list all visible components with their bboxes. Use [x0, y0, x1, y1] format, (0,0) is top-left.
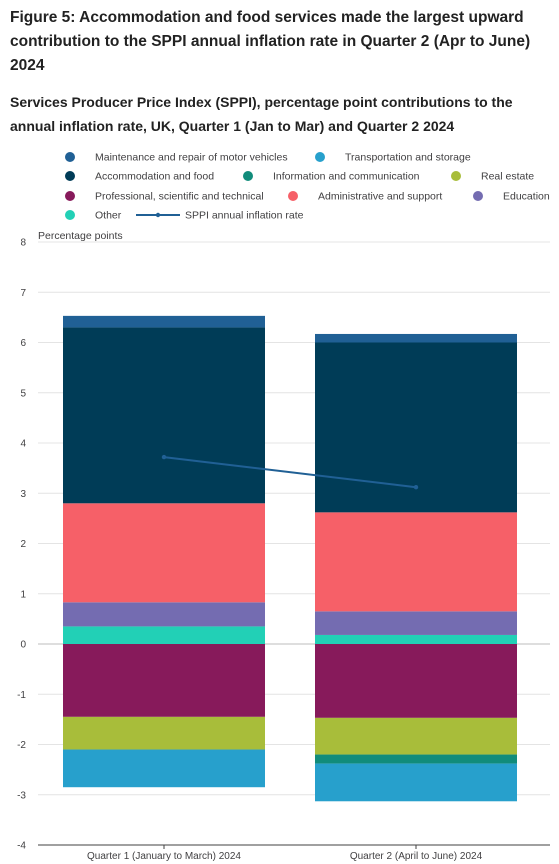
bar-segment-accommodation-and-food [63, 327, 265, 504]
legend-swatch-maintenance-and-repair-of-motor-vehicles [65, 152, 75, 162]
y-tick-label: 4 [20, 439, 26, 450]
bar-segment-administrative-and-support [63, 503, 265, 603]
bar-segment-accommodation-and-food [315, 342, 517, 513]
legend-label-information-and-communication: Information and communication [273, 171, 420, 183]
y-tick-label: 8 [20, 238, 26, 249]
x-tick-label: Quarter 1 (January to March) 2024 [87, 851, 241, 862]
inflation-line-point [161, 454, 167, 460]
y-tick-label: 0 [20, 640, 26, 651]
inflation-line [163, 456, 417, 489]
inflation-line-point [413, 485, 419, 490]
figure-title: Figure 5: Accommodation and food service… [10, 9, 531, 74]
y-tick-label: 1 [20, 589, 26, 600]
y-tick-label: 2 [20, 539, 26, 550]
y-tick-label: 3 [20, 489, 26, 500]
bar-segment-maintenance-and-repair-of-motor-vehicles [315, 333, 517, 343]
inflation-line-layer [161, 454, 419, 490]
figure-subtitle: Services Producer Price Index (SPPI), pe… [10, 94, 513, 134]
legend-label-professional-scientific-and-technical: Professional, scientific and technical [95, 191, 264, 203]
legend-label-maintenance-and-repair-of-motor-vehicles: Maintenance and repair of motor vehicles [95, 152, 288, 164]
bar-segment-education [315, 611, 517, 635]
y-tick-label: 5 [20, 388, 26, 399]
legend-label-transportation-and-storage: Transportation and storage [345, 152, 471, 164]
bar-segment-information-and-communication [315, 754, 517, 764]
legend-label-administrative-and-support: Administrative and support [318, 191, 442, 203]
legend-swatch-other [65, 210, 75, 220]
legend: Maintenance and repair of motor vehicles… [65, 152, 550, 222]
legend-label-real-estate: Real estate [481, 171, 534, 183]
bar-segment-professional-scientific-and-technical [63, 644, 265, 717]
legend-label-other: Other [95, 210, 122, 222]
y-tick-label: -4 [17, 841, 26, 852]
bar-segment-education [63, 602, 265, 627]
legend-label-education: Education [503, 191, 550, 203]
bar-segments [63, 315, 517, 802]
legend-swatch-accommodation-and-food [65, 171, 75, 181]
bar-segment-other [63, 626, 265, 644]
y-tick-label: 7 [20, 288, 26, 299]
bar-segment-other [315, 634, 517, 644]
bar-segment-real-estate [63, 716, 265, 750]
axes: 8 7 6 5 4 3 2 1 0 -1 -2 -3 -4 Percentage points Quarte… [17, 230, 550, 862]
y-tick-label: 6 [20, 338, 26, 349]
y-tick-label: -1 [17, 690, 26, 701]
bar-segment-real-estate [315, 717, 517, 755]
y-axis-label: Percentage points [38, 230, 123, 242]
legend-swatch-information-and-communication [243, 171, 253, 181]
legend-swatch-education [473, 191, 483, 201]
legend-swatch-inflation-point [155, 212, 161, 218]
bar-segment-transportation-and-storage [63, 749, 265, 788]
legend-label-sppi-annual-inflation-rate: SPPI annual inflation rate [185, 210, 304, 222]
bar-segment-maintenance-and-repair-of-motor-vehicles [63, 315, 265, 328]
legend-swatch-real-estate [451, 171, 461, 181]
bar-segment-professional-scientific-and-technical [315, 644, 517, 718]
x-tick-label: Quarter 2 (April to June) 2024 [350, 851, 483, 862]
legend-swatch-professional-scientific-and-technical [65, 191, 75, 201]
bar-segment-transportation-and-storage [315, 763, 517, 802]
y-tick-label: -3 [17, 790, 26, 801]
y-tick-label: -2 [17, 740, 26, 751]
legend-label-accommodation-and-food: Accommodation and food [95, 171, 214, 183]
bar-segment-administrative-and-support [315, 512, 517, 612]
legend-swatch-administrative-and-support [288, 191, 298, 201]
legend-swatch-transportation-and-storage [315, 152, 325, 162]
